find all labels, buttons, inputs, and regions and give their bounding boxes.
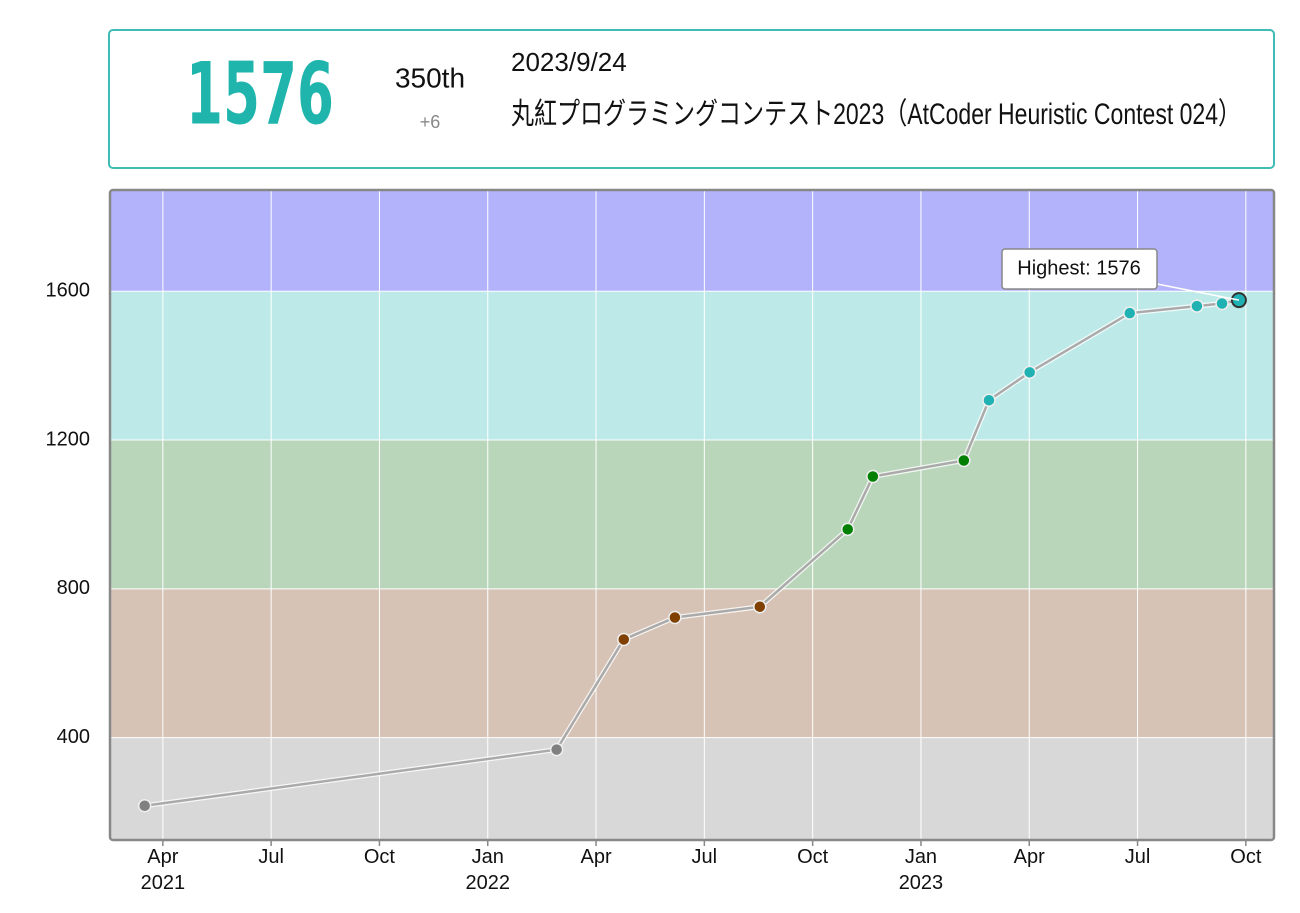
x-tick-label: Apr xyxy=(1014,846,1045,868)
contest-point xyxy=(668,610,682,625)
rating-band xyxy=(110,737,1274,840)
contest-point xyxy=(840,522,855,537)
contest-point xyxy=(1190,299,1204,313)
rating-band xyxy=(110,440,1274,589)
y-tick-label: 400 xyxy=(57,726,90,748)
y-tick-label: 800 xyxy=(57,577,90,599)
x-tick-label: Jan 2023 xyxy=(899,846,944,894)
contest-point xyxy=(982,393,996,407)
y-tick-label: 1600 xyxy=(46,279,91,301)
x-tick-label: Apr 2021 xyxy=(141,846,186,894)
contest-point xyxy=(617,632,631,647)
x-tick-label: Jul xyxy=(1125,846,1151,868)
x-tick-label: Jan 2022 xyxy=(465,846,510,894)
annotation-text: Highest: 1576 xyxy=(1017,257,1140,279)
contest-point xyxy=(1215,296,1229,311)
x-tick-label: Oct xyxy=(797,846,829,868)
x-tick-label: Oct xyxy=(364,846,396,868)
annotation-box xyxy=(1001,248,1158,290)
plot xyxy=(110,190,1274,840)
contest-point xyxy=(549,742,564,757)
contest-point xyxy=(957,453,971,468)
x-tick-label: Jul xyxy=(258,846,284,868)
rank: 350th xyxy=(395,62,465,93)
rating-band xyxy=(110,291,1274,441)
contest-point xyxy=(866,469,880,484)
contest-point xyxy=(1122,306,1137,320)
contest-date: 2023/9/24 xyxy=(511,47,627,77)
x-tick-label: Jul xyxy=(692,846,718,868)
contest-point xyxy=(753,599,767,614)
rating-change: +6 xyxy=(420,112,441,132)
y-tick-label: 1200 xyxy=(46,428,91,450)
x-tick-label: Apr xyxy=(580,846,611,868)
rating-line xyxy=(144,298,1240,808)
header-box xyxy=(108,29,1275,169)
contest-point xyxy=(1022,365,1037,380)
x-tick-label: Oct xyxy=(1230,846,1262,868)
rating-band xyxy=(110,588,1274,738)
annotation-line xyxy=(1156,283,1240,301)
rating: 1576 xyxy=(186,44,334,144)
plot-frame xyxy=(108,188,1276,842)
contest-name: 丸紅プログラミングコンテスト2023（AtCoder Heuristic Con… xyxy=(511,98,1241,131)
contest-point xyxy=(137,799,152,813)
